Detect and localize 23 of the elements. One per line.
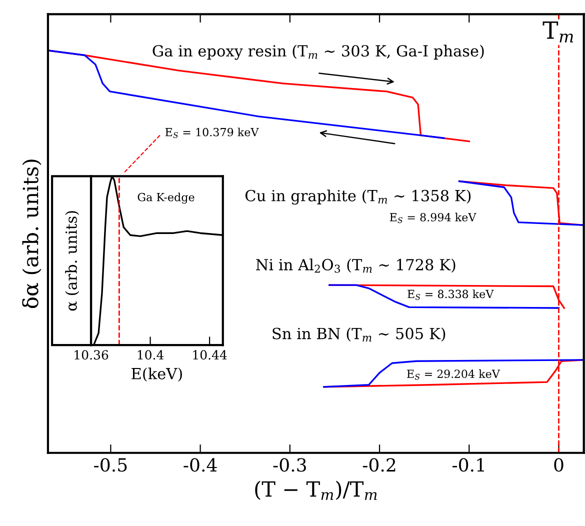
- ref-line-label: T$_{m}$: [542, 21, 574, 42]
- x-tick-label: -0.3: [273, 458, 306, 472]
- annotation: Cu in graphite (T$_{m}$ ∼ 1358 K): [245, 190, 471, 205]
- annotation: E$_{S}$ = 29.204 keV: [407, 369, 500, 380]
- y-axis-title: δα (arb. units): [22, 160, 42, 308]
- x-tick-label: 10.44: [193, 350, 227, 360]
- annotation: Sn in BN (T$_{m}$ ∼ 505 K): [272, 327, 446, 342]
- x-tick-label: -0.4: [184, 458, 217, 472]
- x-axis-title: E(keV): [132, 368, 182, 382]
- annotation: E$_{S}$ = 8.338 keV: [408, 290, 494, 300]
- annotation: E$_{S}$ = 10.379 keV: [165, 128, 259, 138]
- x-tick-label: 10.4: [138, 350, 164, 360]
- x-tick-label: 10.36: [74, 350, 108, 360]
- x-tick-label: -0.2: [362, 458, 396, 472]
- annotation: Ga in epoxy resin (T$_{m}$ ∼ 303 K, Ga-I phase): [152, 44, 484, 60]
- x-tick-label: -0.1: [452, 458, 484, 472]
- y-axis-title: α (arb. units): [65, 211, 80, 311]
- x-tick-label: -0.5: [94, 458, 127, 472]
- annotation: Ni in Al$_{2}$O$_{3}$ (T$_{m}$ ∼ 1728 K): [256, 258, 456, 273]
- annotation: E$_{S}$ = 8.994 keV: [390, 212, 476, 224]
- annotation: Ga K-edge: [138, 192, 194, 204]
- x-tick-label: 0: [554, 458, 564, 472]
- x-axis-title: (T − T$_{m}$)/T$_{m}$: [255, 480, 377, 500]
